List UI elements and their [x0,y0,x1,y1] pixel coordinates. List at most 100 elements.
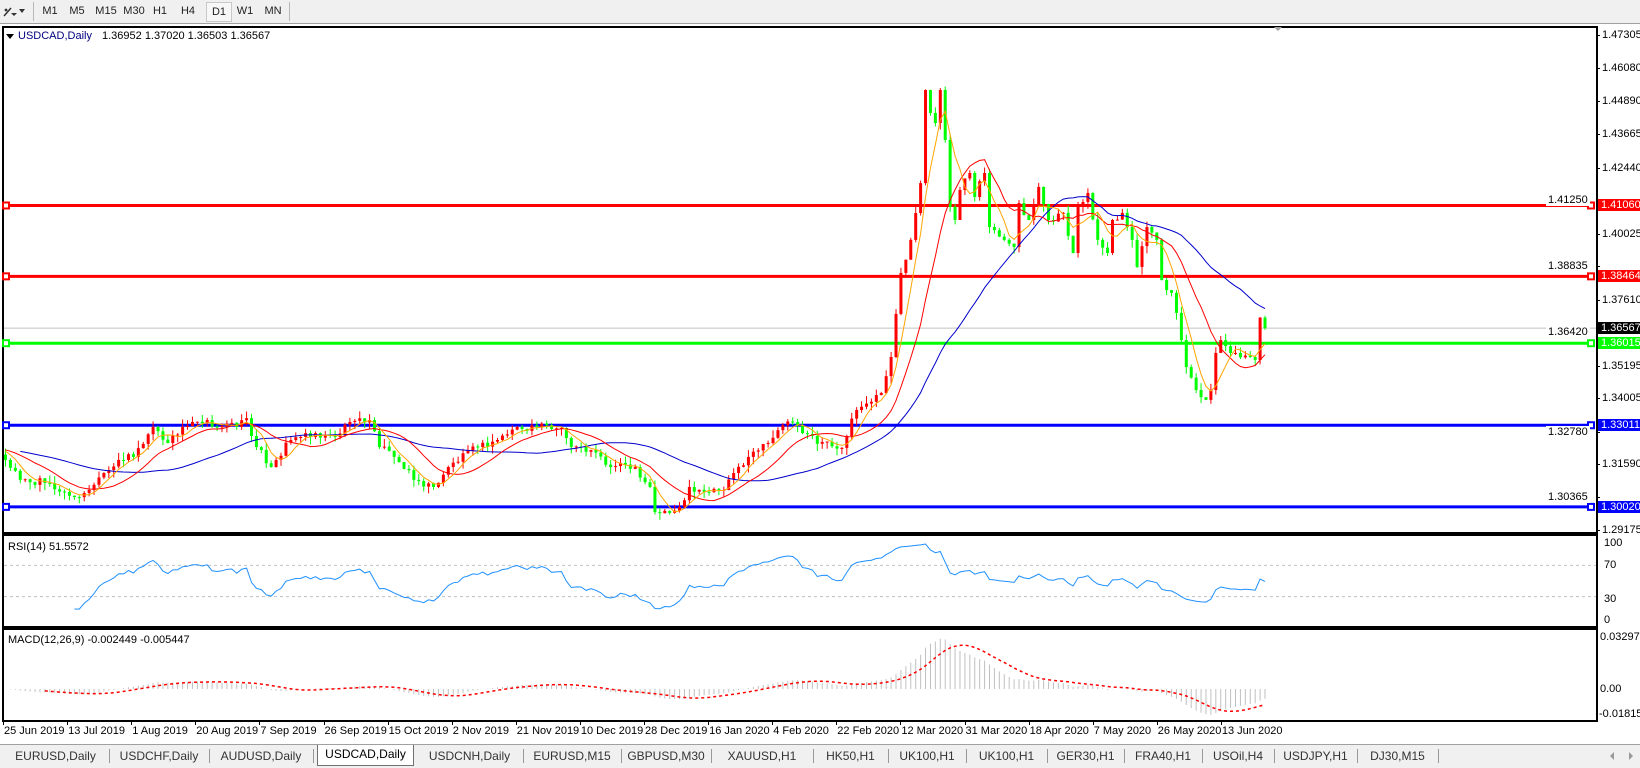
candle-body [860,406,864,410]
level-handle-right [1587,421,1595,430]
toolbar-separator [289,2,290,21]
candle-body [869,401,873,404]
candle-body [1170,290,1174,293]
candle-body [707,491,711,493]
timeframe-h4[interactable]: H4 [180,5,196,17]
tab-usoil-h4[interactable]: USOil,H4 [1212,749,1263,763]
candle-body [963,178,967,190]
tab-gbpusd-m30[interactable]: GBPUSD,M30 [627,749,705,763]
candle-body [653,486,657,513]
timeframe-m30[interactable]: M30 [123,5,145,17]
candle-body [1106,247,1110,253]
candle-body [220,426,224,428]
tab-dj30-m15[interactable]: DJ30,M15 [1370,749,1425,763]
level-handle-left [2,201,10,210]
candle-body [510,429,514,435]
scroll-left-icon[interactable] [1610,752,1614,760]
candle-body [540,423,544,427]
tab-separator [209,749,210,763]
date-axis-label: 18 Apr 2020 [1029,725,1089,737]
tab-usdcad-daily[interactable]: USDCAD,Daily [317,745,414,766]
candle-body [1101,239,1105,248]
candle-body [250,418,253,437]
candle-body [855,409,859,419]
candle-body [1145,227,1149,247]
date-axis-label: 25 Jun 2019 [4,725,65,737]
level-price-label: 1.36015 [1598,337,1640,350]
candle-body [38,478,42,485]
chevron-down-icon[interactable] [19,9,25,13]
tab-uk100-h1[interactable]: UK100,H1 [899,749,955,763]
level-price-label: 1.38464 [1598,270,1640,283]
candle-body [377,431,381,448]
candle-body [973,173,977,198]
candle-body [874,395,878,402]
tab-uk100-h1[interactable]: UK100,H1 [978,749,1035,763]
candle-body [299,436,303,438]
price-tick [1596,167,1600,169]
candle-body [845,436,849,448]
candle-body [545,423,549,426]
candle-body [879,393,883,396]
price-axis-label: 1.38835 [1546,260,1590,273]
candle-body [1243,355,1247,358]
date-axis-label: 13 Jun 2020 [1221,725,1283,737]
rsi-pane[interactable] [2,534,1598,628]
candle-body [958,189,962,220]
date-axis-label: 26 Sep 2019 [324,725,387,737]
candle-body [687,486,691,501]
tab-separator [1202,749,1203,763]
level-price-label: 1.41060 [1598,199,1640,212]
tab-audusd-daily[interactable]: AUDUSD,Daily [220,749,302,763]
tab-hk50-h1[interactable]: HK50,H1 [826,749,875,763]
candle-body [840,447,844,449]
timeframe-m1[interactable]: M1 [42,5,58,17]
tab-eurusd-daily[interactable]: EURUSD,Daily [15,749,96,763]
candle-body [131,454,135,457]
tab-usdcnh-daily[interactable]: USDCNH,Daily [428,749,511,763]
candle-body [564,427,568,439]
caret-down-icon[interactable] [6,34,14,39]
macd-pane[interactable] [2,628,1598,722]
rsi-axis-70: 70 [1604,559,1617,571]
timeframe-m5[interactable]: M5 [69,5,85,17]
timeframe-d1[interactable]: D1 [206,2,232,22]
candle-body [1056,213,1060,222]
timeframe-mn[interactable]: MN [264,5,282,17]
date-tick [387,722,389,725]
candle-body [102,473,106,478]
price-axis-label: 1.32780 [1546,425,1590,438]
date-axis-label: 26 May 2020 [1157,725,1222,737]
candle-body [1238,352,1242,358]
timeframe-h1[interactable]: H1 [152,5,168,17]
date-axis-label: 4 Feb 2020 [773,725,829,737]
macd-label: MACD(12,26,9) -0.002449 -0.005447 [8,634,190,646]
tab-fra40-h1[interactable]: FRA40,H1 [1134,749,1192,763]
tab-usdchf-daily[interactable]: USDCHF,Daily [119,749,199,763]
candle-body [658,512,662,514]
tab-usdjpy-h1[interactable]: USDJPY,H1 [1283,749,1348,763]
candle-body [215,426,219,428]
tab-eurusd-m15[interactable]: EURUSD,M15 [533,749,611,763]
date-tick [579,722,581,725]
candle-body [333,435,337,437]
tab-xauusd-h1[interactable]: XAUUSD,H1 [727,749,797,763]
timeframe-m15[interactable]: M15 [95,5,117,17]
candle-body [948,139,952,207]
candle-body [63,491,67,493]
date-axis-label: 15 Oct 2019 [388,725,449,737]
candle-body [436,482,440,487]
timeframe-w1[interactable]: W1 [236,5,254,17]
line-tools-icon[interactable] [2,4,18,19]
candle-body [555,428,559,430]
candle-body [1012,243,1016,247]
macd-axis-zero: 0.00 [1600,683,1622,695]
price-tick [1596,233,1600,235]
tab-ger30-h1[interactable]: GER30,H1 [1056,749,1115,763]
candle-body [737,466,741,474]
scroll-right-icon[interactable] [1629,752,1633,760]
candle-body [407,468,411,471]
date-axis-label: 16 Jan 2020 [709,725,770,737]
candle-body [692,486,696,492]
